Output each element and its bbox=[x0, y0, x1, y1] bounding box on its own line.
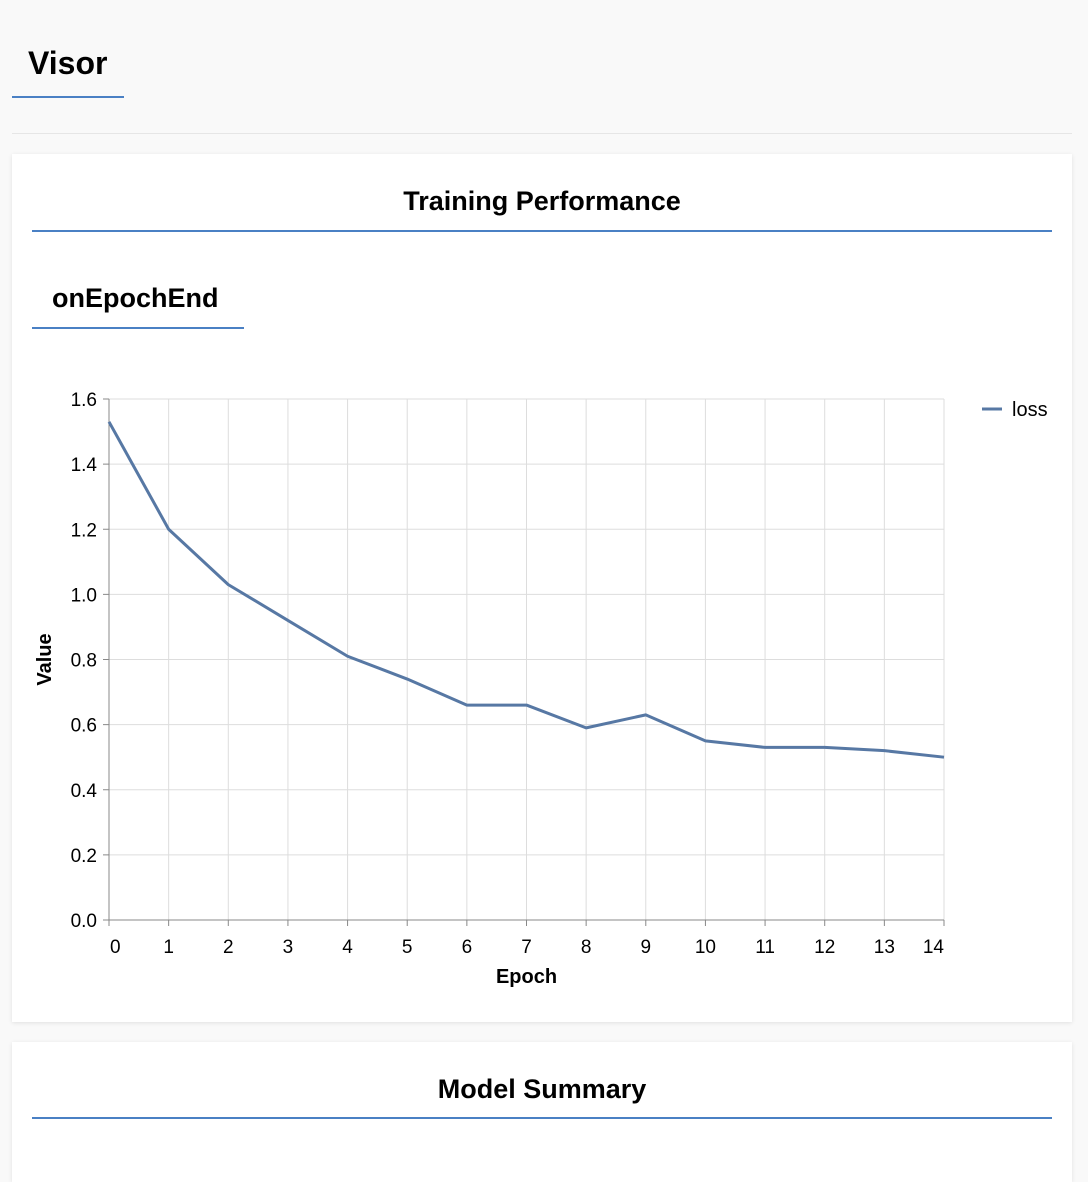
x-tick-label: 2 bbox=[223, 937, 234, 958]
x-tick-label: 4 bbox=[342, 937, 353, 958]
y-tick-label: 0.4 bbox=[71, 781, 98, 802]
on-epoch-end-subheading: onEpochEnd bbox=[32, 282, 244, 329]
y-tick-label: 1.2 bbox=[71, 520, 97, 541]
visor-title-text: Visor bbox=[28, 45, 108, 81]
y-tick-label: 0.0 bbox=[71, 911, 97, 932]
visor-header: Visor bbox=[12, 0, 1072, 134]
x-tick-label: 14 bbox=[923, 937, 945, 958]
training-performance-card: Training Performance onEpochEnd bbox=[12, 154, 1072, 1022]
x-tick-label: 10 bbox=[695, 937, 716, 958]
y-tick-label: 0.6 bbox=[71, 716, 97, 737]
visor-title: Visor bbox=[12, 44, 124, 98]
x-tick-label: 11 bbox=[755, 937, 775, 958]
x-tick-label: 6 bbox=[462, 937, 473, 958]
on-epoch-end-label: onEpochEnd bbox=[52, 283, 219, 313]
y-axis-title: Value bbox=[34, 633, 56, 685]
x-tick-label: 9 bbox=[640, 937, 651, 958]
y-tick-label: 1.6 bbox=[71, 390, 97, 411]
x-axis-title: Epoch bbox=[496, 966, 557, 988]
x-tick-label: 1 bbox=[163, 937, 174, 958]
x-tick-label: 5 bbox=[402, 937, 413, 958]
y-tick-label: 1.4 bbox=[71, 455, 98, 476]
x-tick-label: 8 bbox=[581, 937, 592, 958]
x-tick-label: 13 bbox=[874, 937, 895, 958]
training-performance-heading: Training Performance bbox=[32, 186, 1052, 232]
model-summary-card: Model Summary bbox=[12, 1042, 1072, 1182]
model-summary-heading: Model Summary bbox=[32, 1074, 1052, 1119]
x-tick-label: 7 bbox=[521, 937, 532, 958]
y-tick-label: 0.2 bbox=[71, 846, 97, 867]
series-line-loss bbox=[107, 421, 945, 759]
y-tick-label: 1.0 bbox=[71, 585, 97, 606]
x-tick-label: 12 bbox=[814, 937, 835, 958]
y-tick-label: 0.8 bbox=[71, 651, 97, 672]
legend-label: loss bbox=[1012, 399, 1048, 421]
x-tick-label: 0 bbox=[110, 937, 121, 958]
x-tick-label: 3 bbox=[283, 937, 294, 958]
